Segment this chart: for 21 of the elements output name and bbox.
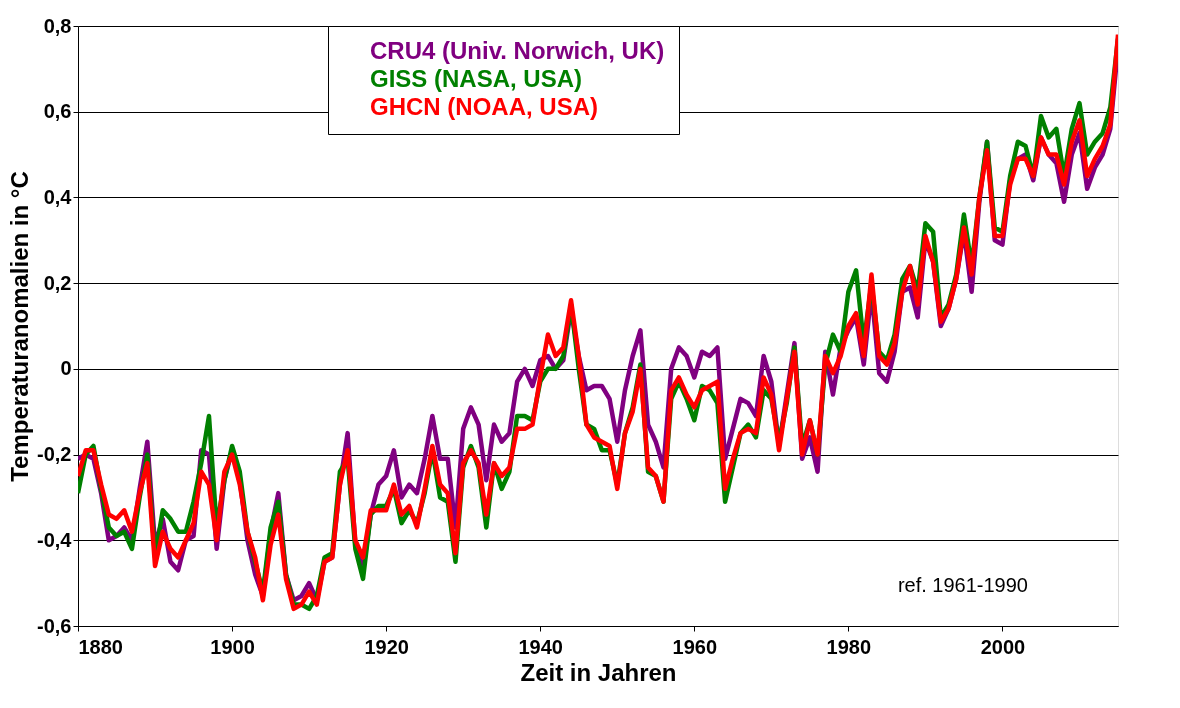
y-tick-label: 0,6 xyxy=(43,100,72,123)
y-tick-label: 0 xyxy=(60,357,72,380)
text: GHCN (NOAA, USA) xyxy=(370,93,598,120)
y-axis-title: Temperaturanomalien in °C xyxy=(6,171,34,482)
x-tick-label: 1880 xyxy=(78,635,123,658)
x-tick-label: 1920 xyxy=(364,635,409,658)
x-tick-label: 1960 xyxy=(672,635,718,658)
annotation: ref. 1961-1990 xyxy=(897,574,1028,596)
text: GISS (NASA, USA) xyxy=(370,65,583,92)
y-tick-label: -0,4 xyxy=(37,528,73,551)
text: CRU4 (Univ. Norwich, UK) xyxy=(370,37,665,64)
y-tick-label: -0,2 xyxy=(37,443,72,466)
x-tick-label: 1940 xyxy=(518,635,563,658)
y-tick-label: 0,8 xyxy=(43,14,72,37)
x-axis-title: Zeit in Jahren xyxy=(520,658,677,686)
y-tick-label: -0,6 xyxy=(37,614,72,637)
y-tick-label: 0,4 xyxy=(43,185,73,208)
x-tick-label: 1980 xyxy=(826,635,872,658)
x-tick-label: 1900 xyxy=(210,635,255,658)
x-tick-label: 2000 xyxy=(980,635,1026,658)
y-tick-label: 0,2 xyxy=(43,271,72,294)
